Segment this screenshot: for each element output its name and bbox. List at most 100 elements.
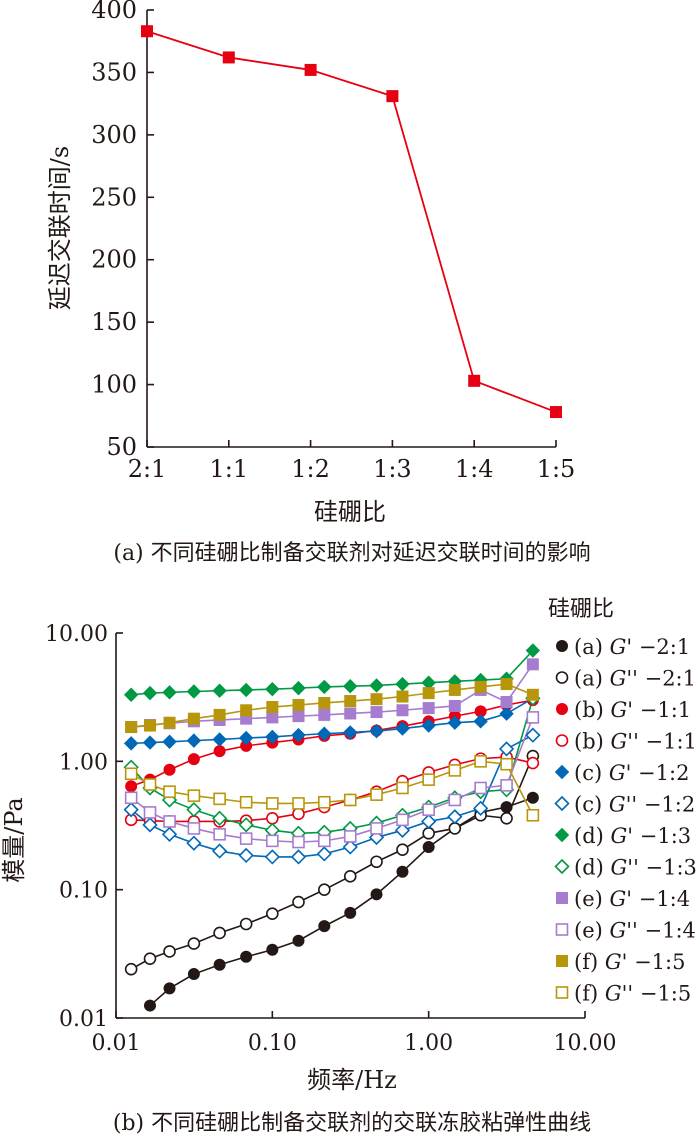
chart-b-data-point xyxy=(526,688,539,701)
chart-a-x-ticks: 2:1 1:1 1:2 1:3 1:4 1:5 xyxy=(128,440,576,483)
chart-b-data-point xyxy=(239,832,253,845)
chart-b-data-point xyxy=(344,695,357,708)
legend-ratio: ' −1:2 xyxy=(626,761,690,785)
legend-label: (d) xyxy=(574,824,611,848)
legend-entry: (d) G' −1:3 xyxy=(574,824,691,848)
chart-b-data-point xyxy=(266,701,279,714)
chart-b-data-point xyxy=(186,835,202,851)
chart-b-data-point xyxy=(186,802,202,818)
chart-b-data-point xyxy=(238,847,254,864)
legend-label: (c) xyxy=(574,761,609,785)
legend-marker xyxy=(554,827,570,843)
chart-b-data-point xyxy=(240,704,253,717)
chart-a-data-point xyxy=(304,63,317,76)
legend-modulus-symbol: G xyxy=(611,824,628,848)
chart-b-data-point xyxy=(370,822,383,835)
legend-entry: (d) G'' −1:3 xyxy=(574,856,697,880)
chart-b-data-point xyxy=(396,843,409,856)
chart-b-data-point xyxy=(187,937,201,950)
chart-b-data-point xyxy=(143,719,156,732)
chart-b-data-point xyxy=(344,906,357,919)
chart-b-data-point xyxy=(344,707,357,720)
chart-b-data-point xyxy=(125,721,138,734)
chart-b-data-point xyxy=(292,934,305,947)
chart-b-y-tick-label: 1.00 xyxy=(59,750,108,775)
legend-ratio: '' −2:1 xyxy=(626,667,696,691)
chart-a-series-line xyxy=(146,30,557,413)
chart-a-data-point xyxy=(386,90,399,103)
chart-b-data-point xyxy=(343,678,358,694)
chart-b-data-point xyxy=(317,726,332,741)
chart-b-data-point xyxy=(238,682,254,698)
legend-ratio: ' −1:1 xyxy=(627,698,691,722)
chart-b-data-point xyxy=(163,982,176,995)
chart-b-x-ticks: 0.01 0.10 1.00 10.00 xyxy=(92,1011,617,1056)
chart-b-data-point xyxy=(211,843,228,859)
legend-marker xyxy=(554,858,570,875)
legend-entry: (a) G'' −2:1 xyxy=(574,667,696,691)
chart-b-data-point xyxy=(343,793,357,807)
chart-b-data-point xyxy=(266,811,279,825)
chart-b-data-point xyxy=(421,813,437,830)
chart-b-data-point xyxy=(292,797,305,810)
chart-b-data-point xyxy=(395,676,410,692)
chart-b-data-point xyxy=(163,945,176,958)
chart-a-x-axis-label: 硅硼比 xyxy=(314,498,386,526)
chart-a-y-tick-label: 400 xyxy=(91,0,137,24)
legend-label: (c) xyxy=(574,793,609,817)
chart-b-data-point xyxy=(422,702,435,715)
chart-b-y-tick-label: 10.00 xyxy=(45,622,108,647)
legend-marker xyxy=(556,955,568,967)
legend-label: (b) xyxy=(574,730,611,754)
legend-ratio: ' −1:5 xyxy=(622,950,686,974)
chart-b-data-point xyxy=(125,780,138,793)
chart-b-series-line xyxy=(149,797,534,1007)
legend-modulus-symbol: G xyxy=(610,667,627,691)
chart-b-data-point xyxy=(474,755,487,768)
chart-b-data-point xyxy=(395,721,410,736)
chart-b-x-tick-label: 10.00 xyxy=(554,1031,617,1056)
legend-label: (a) xyxy=(574,667,610,691)
chart-a-y-tick-label: 150 xyxy=(91,308,137,336)
chart-b-data-point xyxy=(124,962,138,976)
chart-b-data-point xyxy=(526,791,539,804)
chart-b-data-point xyxy=(163,815,176,828)
chart-b-data-point xyxy=(187,968,200,981)
chart-b-data-point xyxy=(163,785,176,798)
chart-b-data-point xyxy=(343,870,357,883)
legend-label: (b) xyxy=(574,698,611,722)
legend-entry: (e) G'' −1:4 xyxy=(574,919,696,943)
chart-b-data-point xyxy=(264,849,280,865)
chart-b-data-point xyxy=(238,730,254,746)
chart-b-data-point xyxy=(396,704,409,717)
chart-b-data-point xyxy=(526,711,540,724)
chart-b-data-point xyxy=(318,920,331,933)
chart-b-data-point xyxy=(526,756,540,770)
chart-b-data-point xyxy=(187,753,200,766)
chart-a-caption: (a) 不同硅硼比制备交联剂对延迟交联时间的影响 xyxy=(113,541,590,566)
legend-label: (e) xyxy=(574,887,610,911)
chart-b-data-point xyxy=(500,678,513,691)
chart-a-y-tick-label: 350 xyxy=(91,58,137,86)
legend-label: (e) xyxy=(574,919,610,943)
chart-b-series xyxy=(123,643,541,1012)
chart-a-y-tick-label: 250 xyxy=(91,183,137,211)
chart-b-data-point xyxy=(292,835,305,849)
chart-b-data-point xyxy=(212,732,227,747)
legend-modulus-symbol: G xyxy=(610,887,627,911)
chart-a-x-tick-label: 1:5 xyxy=(537,455,576,483)
chart-b-data-point xyxy=(143,778,157,791)
chart-a-y-ticks: 50 100 150 200 250 300 350 400 xyxy=(91,0,154,461)
legend-entry: (f) G'' −1:5 xyxy=(574,982,691,1006)
chart-b-x-tick-label: 0.01 xyxy=(92,1031,141,1056)
chart-a-y-tick-label: 50 xyxy=(106,433,137,461)
legend-modulus-symbol: G xyxy=(605,950,622,974)
chart-b-data-point xyxy=(186,733,202,748)
chart-b-data-point xyxy=(370,706,383,719)
chart-b-data-point xyxy=(343,830,357,843)
legend-marker xyxy=(555,923,569,936)
chart-b-data-point xyxy=(163,763,176,776)
chart-b-data-point xyxy=(473,800,489,817)
chart-b-data-point xyxy=(123,736,139,751)
